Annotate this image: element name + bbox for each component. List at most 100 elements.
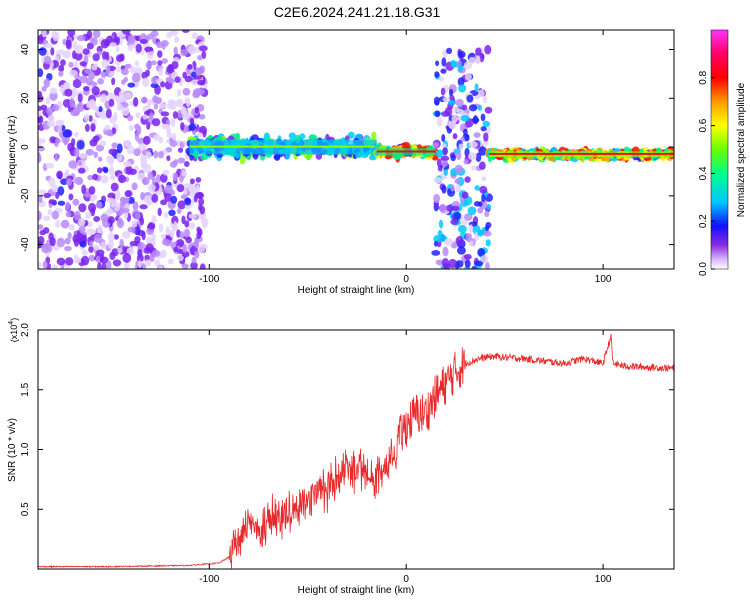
heatmap-cell (67, 30, 76, 37)
heatmap-cell (180, 106, 187, 115)
heatmap-cell (460, 115, 470, 122)
heatmap-cell (463, 61, 473, 70)
heatmap-cell (123, 76, 129, 83)
heatmap-cell (54, 153, 59, 162)
heatmap-cell (198, 197, 205, 206)
heatmap-cell (86, 30, 93, 40)
heatmap-cell (198, 113, 206, 120)
heatmap-cell (177, 147, 184, 153)
heatmap-cell (55, 219, 61, 228)
heatmap-cell (38, 68, 44, 78)
heatmap-cell (51, 184, 59, 193)
heatmap-cell (81, 255, 90, 266)
heatmap-cell (146, 199, 152, 206)
heatmap-cell (483, 230, 492, 237)
heatmap-cell (100, 71, 107, 78)
scale-factor-base: (x10 (9, 325, 19, 343)
heatmap-cell (51, 210, 59, 220)
heatmap-cell (480, 126, 487, 132)
heatmap-cell (196, 226, 201, 233)
heatmap-cell (38, 235, 45, 245)
heatmap-cell (115, 54, 124, 63)
colorbar-tick-label: 0.6 (698, 118, 709, 132)
heatmap-cell (484, 225, 490, 231)
heatmap-cell (72, 234, 80, 243)
heatmap-frame (37, 29, 675, 270)
heatmap-cell (147, 98, 152, 109)
heatmap-x-axis: -100 0 100 (199, 30, 612, 285)
y-tick-label: 1.5 (20, 382, 31, 396)
heatmap-cell (288, 132, 296, 140)
heatmap-cell (440, 68, 447, 74)
heatmap-cell (100, 175, 109, 184)
heatmap-cell (128, 124, 134, 132)
heatmap-cell (158, 136, 164, 144)
heatmap-cell (481, 193, 486, 203)
figure-title: C2E6.2024.241.21.18.G31 (274, 4, 441, 20)
heatmap-cell (107, 239, 115, 250)
heatmap-cell (446, 47, 453, 54)
heatmap-y-axis: -40 -20 0 20 40 (20, 44, 674, 252)
heatmap-cell (42, 260, 48, 269)
heatmap-cell (74, 176, 84, 186)
heatmap-cell (129, 66, 136, 74)
heatmap-cell (151, 193, 159, 203)
heatmap-cell (435, 60, 440, 67)
heatmap-cell (198, 244, 206, 253)
heatmap-cell (196, 132, 204, 138)
heatmap-cell (65, 211, 72, 218)
y-tick-label: 1.0 (20, 442, 31, 456)
heatmap-cell (184, 229, 190, 238)
heatmap-cell (194, 250, 200, 259)
heatmap-cell (116, 152, 123, 162)
heatmap-cell (139, 204, 148, 210)
heatmap-cell (89, 240, 94, 248)
heatmap-cell (438, 76, 444, 82)
heatmap-band-core (376, 150, 436, 153)
heatmap-cell (68, 193, 74, 201)
heatmap-cell (111, 248, 119, 257)
heatmap-cell (193, 239, 199, 249)
heatmap-cell (47, 114, 55, 122)
heatmap-cell (99, 93, 108, 103)
heatmap-cell (100, 113, 108, 120)
heatmap-cell (78, 225, 86, 234)
y-tick-label: 0.5 (20, 502, 31, 516)
heatmap-cell (147, 183, 156, 192)
heatmap-cell (456, 151, 462, 160)
heatmap-cell (433, 193, 441, 204)
heatmap-cell (150, 82, 159, 89)
heatmap-cell (185, 236, 192, 244)
heatmap-cell (368, 154, 377, 161)
heatmap-cell (182, 112, 190, 121)
heatmap-cell (435, 149, 444, 158)
heatmap-cell (347, 131, 355, 139)
heatmap-cell (198, 45, 208, 52)
heatmap-cell (106, 64, 111, 75)
heatmap-cell (182, 244, 187, 253)
x-tick-label: -100 (199, 574, 219, 585)
heatmap-cell (82, 48, 90, 55)
y-tick-label: 40 (20, 44, 31, 56)
heatmap-cell (150, 60, 157, 66)
heatmap-cell (441, 57, 447, 67)
heatmap-cell (174, 76, 181, 83)
heatmap-cell (166, 32, 172, 39)
heatmap-cell (121, 30, 131, 35)
heatmap-cell (176, 184, 185, 193)
heatmap-cell (153, 150, 159, 159)
heatmap-cell (127, 114, 134, 122)
heatmap-cell (55, 119, 65, 127)
heatmap-cell (180, 194, 188, 200)
heatmap-cell (102, 167, 109, 174)
heatmap-cell (483, 132, 489, 142)
heatmap-cell (46, 107, 54, 116)
heatmap-cell (159, 249, 167, 258)
heatmap-cell (90, 123, 96, 132)
heatmap-cell (123, 161, 132, 167)
heatmap-cell (463, 159, 469, 165)
heatmap-cell (441, 185, 447, 194)
heatmap-cell (65, 257, 74, 266)
heatmap-cell (98, 106, 103, 113)
heatmap-cell (58, 64, 65, 72)
